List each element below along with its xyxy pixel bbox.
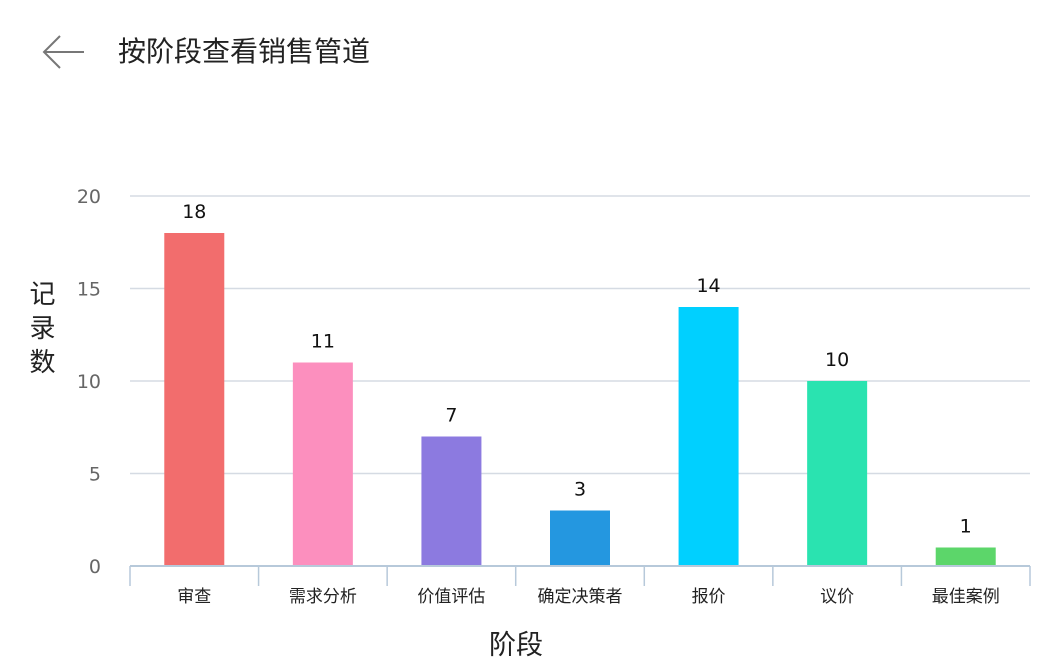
bar <box>292 362 353 566</box>
bar <box>935 547 996 566</box>
bar <box>421 436 482 566</box>
data-label: 11 <box>311 331 335 353</box>
arrow-left-icon <box>42 35 84 69</box>
bars <box>164 233 996 566</box>
back-button[interactable] <box>40 34 86 70</box>
bar <box>550 510 610 566</box>
x-category-label: 最佳案例 <box>932 587 1000 607</box>
y-axis-ticks: 0 5 10 15 20 <box>77 186 101 578</box>
x-category-label: 审查 <box>177 587 211 607</box>
y-tick-label: 10 <box>77 371 101 393</box>
x-category-label: 报价 <box>692 587 726 607</box>
data-label: 3 <box>574 479 586 501</box>
x-category-label: 议价 <box>820 587 854 607</box>
x-category-label: 确定决策者 <box>538 587 623 607</box>
y-axis-title: 记录数 <box>25 280 55 382</box>
y-tick-label: 5 <box>89 464 101 486</box>
bar <box>807 381 868 566</box>
page-title: 按阶段查看销售管道 <box>118 35 371 68</box>
x-axis <box>129 565 1031 586</box>
data-label: 7 <box>445 405 457 427</box>
y-tick-label: 15 <box>77 279 101 301</box>
bar <box>164 233 225 566</box>
x-axis-categories: 审查 需求分析 价值评估 确定决策者 报价 议价 最佳案例 <box>177 587 999 607</box>
bar <box>678 307 739 566</box>
data-labels: 18 11 7 3 14 10 1 <box>182 201 972 538</box>
y-axis-title-container: 记录数 <box>22 280 58 382</box>
y-tick-label: 0 <box>89 556 101 578</box>
x-category-label: 价值评估 <box>417 587 485 607</box>
data-label: 14 <box>696 275 720 297</box>
x-category-label: 需求分析 <box>289 587 357 607</box>
grid-lines <box>130 195 1030 475</box>
page-header: 按阶段查看销售管道 <box>0 0 1049 100</box>
x-axis-title: 阶段 <box>489 630 543 661</box>
data-label: 10 <box>825 349 849 371</box>
y-tick-label: 20 <box>77 186 101 208</box>
data-label: 18 <box>182 201 206 223</box>
data-label: 1 <box>960 516 972 538</box>
